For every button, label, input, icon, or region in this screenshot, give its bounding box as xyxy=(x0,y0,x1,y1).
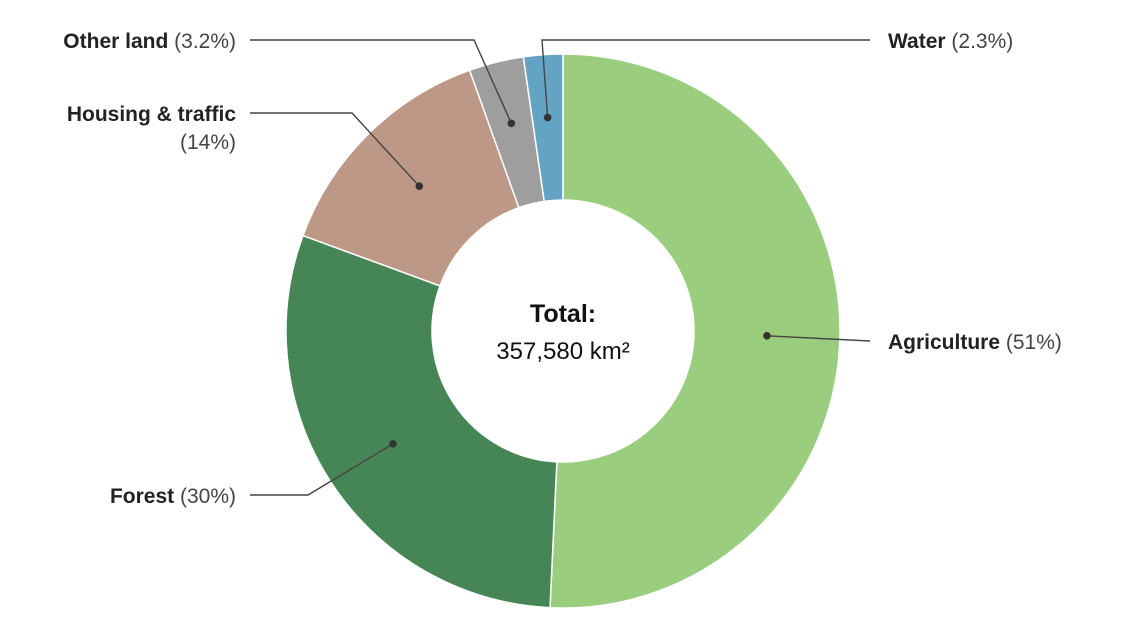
label-percent-water: (2.3%) xyxy=(946,30,1014,53)
label-other-land: Other land (3.2%) xyxy=(63,30,236,53)
center-total-title: Total: xyxy=(530,300,596,328)
donut-slices xyxy=(285,53,841,609)
label-forest: Forest (30%) xyxy=(110,485,236,508)
leader-other-land xyxy=(250,39,512,124)
label-name-water: Water xyxy=(888,30,946,53)
leader-dot-water xyxy=(543,113,552,122)
leader-housing-traffic xyxy=(250,112,420,187)
slice-agriculture xyxy=(549,53,841,609)
label-name-agriculture: Agriculture xyxy=(888,331,1000,354)
leader-dot-agriculture xyxy=(763,331,771,340)
leader-dot-other-land xyxy=(507,119,516,128)
label-water: Water (2.3%) xyxy=(888,30,1013,53)
label-percent-agriculture: (51%) xyxy=(1000,331,1062,354)
center-total-value: 357,580 km² xyxy=(496,338,629,365)
label-name-other-land: Other land xyxy=(63,30,168,53)
slice-labels: Agriculture (51%) Forest (30%) Housing & t… xyxy=(63,30,1062,508)
donut-hole xyxy=(432,200,694,462)
leader-water xyxy=(541,39,870,118)
label-percent-other-land: (3.2%) xyxy=(168,30,236,53)
leader-lines xyxy=(250,39,871,496)
leader-dot-housing-traffic xyxy=(415,182,424,190)
label-percent-forest: (30%) xyxy=(174,485,236,508)
leader-forest xyxy=(250,443,394,496)
label-percent-housing-traffic: (14%) xyxy=(180,131,236,154)
leader-agriculture xyxy=(766,335,871,342)
label-housing-traffic: Housing & traffic (14%) xyxy=(67,103,236,154)
label-agriculture: Agriculture (51%) xyxy=(888,331,1062,354)
label-name-housing-traffic: Housing & traffic xyxy=(67,103,236,126)
label-name-forest: Forest xyxy=(110,485,174,508)
leader-dot-forest xyxy=(389,440,397,448)
